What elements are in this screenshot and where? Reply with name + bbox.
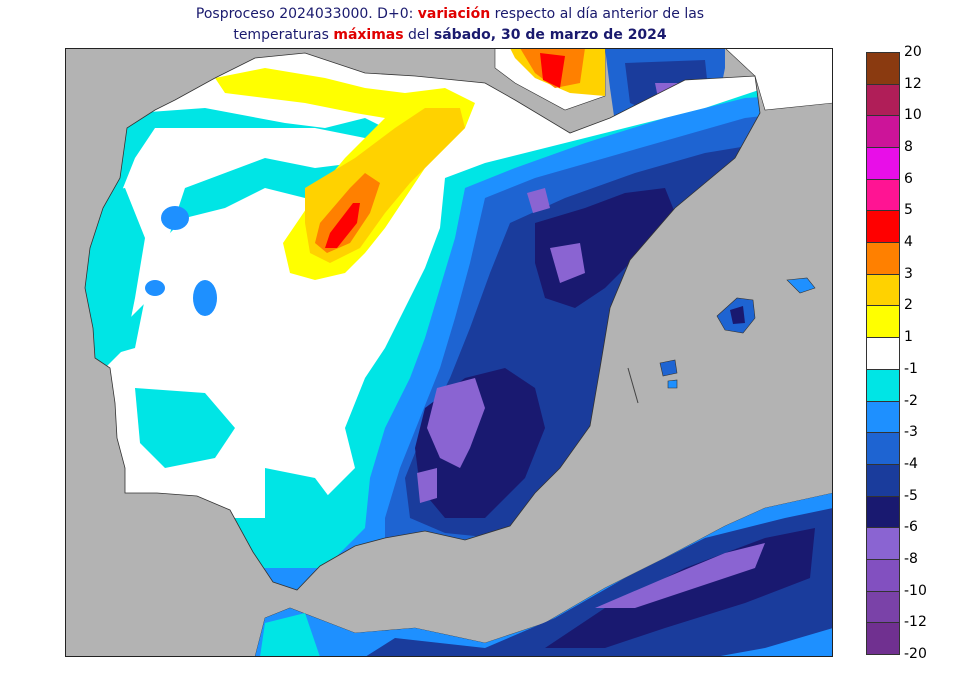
legend-swatch (866, 463, 900, 497)
legend-label: 2 (904, 297, 913, 314)
legend-label: 5 (904, 202, 913, 219)
legend-swatch (866, 242, 900, 275)
blue-spot-3 (145, 280, 165, 296)
sea-line (627, 367, 639, 404)
legend-swatch (866, 83, 900, 117)
legend-label: 20 (904, 44, 922, 60)
legend-swatch (866, 178, 900, 212)
legend-swatch (866, 400, 900, 434)
formentera (667, 379, 678, 389)
legend-swatch (866, 622, 900, 655)
map-title: Posproceso 2024033000. D+0: variación re… (0, 4, 900, 46)
legend-label: -8 (904, 550, 918, 567)
legend-swatch (866, 305, 900, 339)
france-hottest-patch (540, 53, 565, 88)
legend-label: -4 (904, 455, 918, 472)
legend-swatch (866, 210, 900, 244)
blue-spot-1 (161, 206, 189, 230)
legend-label: -20 (904, 646, 927, 662)
legend-label: 1 (904, 329, 913, 346)
legend-label: 6 (904, 170, 913, 187)
legend-label: 12 (904, 75, 922, 92)
red-zone (325, 203, 360, 248)
legend-label: 4 (904, 234, 913, 251)
legend-label: -6 (904, 519, 918, 536)
legend-swatch (866, 590, 900, 624)
legend-swatch (866, 52, 900, 85)
legend-label: -10 (904, 582, 927, 599)
purple-patch-1 (550, 243, 585, 283)
purple-patch-4 (527, 188, 550, 213)
legend-swatch (866, 115, 900, 149)
color-legend (866, 52, 900, 655)
title-line-1: Posproceso 2024033000. D+0: variación re… (195, 6, 705, 22)
white-north-gap (105, 128, 365, 328)
legend-swatch (866, 495, 900, 529)
legend-label: 10 (904, 107, 922, 124)
menorca (786, 277, 816, 294)
africa-mild-fill (260, 613, 320, 657)
legend-label: -2 (904, 392, 918, 409)
mallorca-core (730, 306, 745, 324)
blue-spot-2 (193, 280, 217, 316)
cyan-southwest (135, 388, 235, 468)
legend-swatch (866, 527, 900, 560)
legend-label: -12 (904, 614, 927, 631)
cyan-west (85, 188, 145, 378)
legend-swatch (866, 273, 900, 307)
title-line-2: temperaturas máximas del sábado, 30 de m… (233, 27, 667, 43)
legend-swatch (866, 147, 900, 180)
legend-swatch (866, 432, 900, 465)
legend-swatch (866, 368, 900, 402)
purple-patch-3 (417, 468, 437, 503)
legend-swatch (866, 558, 900, 592)
map-frame (65, 48, 833, 657)
africa-coldest-fill (595, 543, 765, 608)
legend-label: -3 (904, 424, 918, 441)
legend-label: -1 (904, 360, 918, 377)
legend-label: 8 (904, 139, 913, 156)
france-land (540, 48, 833, 111)
africa-colder-fill (365, 508, 833, 657)
purple-patch-2 (427, 378, 485, 468)
legend-label: -5 (904, 487, 918, 504)
legend-label: 3 (904, 265, 913, 282)
ibiza (659, 359, 678, 377)
temperature-map (65, 48, 833, 657)
legend-swatch (866, 337, 900, 370)
